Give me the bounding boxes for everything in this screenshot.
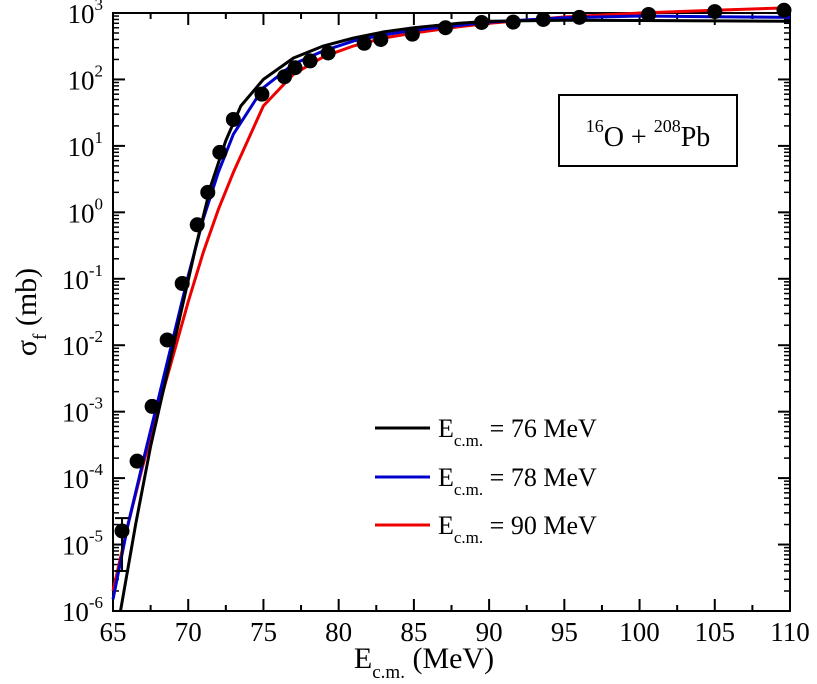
x-tick-label: 75 bbox=[250, 617, 277, 647]
data-point bbox=[225, 111, 241, 127]
x-tick-label: 85 bbox=[400, 617, 427, 647]
y-tick-label: 102 bbox=[68, 61, 104, 95]
annotation-box bbox=[558, 94, 738, 167]
annotation-pre-sup: 16 bbox=[586, 116, 604, 136]
legend-label-76: Ec.m. = 76 MeV bbox=[438, 414, 597, 450]
legend-label-90: Ec.m. = 90 MeV bbox=[438, 511, 597, 547]
y-axis-title: σf (mb) bbox=[10, 268, 51, 356]
data-point bbox=[373, 31, 389, 47]
data-point bbox=[287, 60, 303, 76]
tick-labels: 65 70 75 80 85 90 95 100 105 110 10-6 10-5 10-4 10-3 1… bbox=[62, 0, 810, 647]
y-tick-label: 101 bbox=[68, 128, 104, 162]
y-tick-label: 100 bbox=[68, 194, 104, 228]
legend-label-78: Ec.m. = 78 MeV bbox=[438, 463, 597, 499]
y-tick-label: 10-4 bbox=[62, 460, 104, 494]
x-tick-label: 90 bbox=[476, 617, 503, 647]
x-tick-label: 95 bbox=[551, 617, 578, 647]
data-point bbox=[320, 45, 336, 61]
reaction-label: 16O + 208Pb bbox=[586, 116, 711, 153]
data-point bbox=[200, 184, 216, 200]
data-point bbox=[144, 398, 160, 414]
annotation-tail: Pb bbox=[681, 122, 711, 153]
annotation-mid-sup: 208 bbox=[654, 116, 681, 136]
y-tick-label: 10-5 bbox=[62, 527, 103, 561]
y-tick-label: 10-6 bbox=[62, 593, 103, 627]
data-point bbox=[505, 14, 521, 30]
x-tick-label: 65 bbox=[100, 617, 127, 647]
data-point bbox=[129, 453, 145, 469]
data-points bbox=[114, 2, 792, 572]
x-tick-label: 110 bbox=[770, 617, 810, 647]
legend: Ec.m. = 76 MeV Ec.m. = 78 MeV Ec.m. = 90… bbox=[375, 414, 597, 547]
x-tick-label: 80 bbox=[325, 617, 352, 647]
y-tick-label: 103 bbox=[68, 0, 104, 29]
data-point bbox=[159, 332, 175, 348]
x-axis-title: Ec.m. (MeV) bbox=[354, 642, 494, 683]
data-point bbox=[641, 6, 657, 22]
data-point bbox=[212, 144, 228, 160]
data-point bbox=[114, 523, 130, 539]
data-point bbox=[302, 53, 318, 69]
x-tick-label: 105 bbox=[695, 617, 736, 647]
data-point bbox=[277, 69, 293, 85]
data-point bbox=[404, 26, 420, 42]
x-tick-label: 100 bbox=[619, 617, 660, 647]
data-point bbox=[174, 275, 190, 291]
y-tick-label: 10-1 bbox=[62, 261, 103, 295]
data-point bbox=[474, 14, 490, 30]
data-point bbox=[254, 86, 270, 102]
data-point bbox=[535, 11, 551, 27]
data-point bbox=[356, 35, 372, 51]
data-point bbox=[776, 2, 792, 18]
data-point bbox=[571, 9, 587, 25]
y-tick-label: 10-3 bbox=[62, 394, 103, 428]
data-point bbox=[189, 217, 205, 233]
axis-ticks bbox=[112, 12, 791, 612]
y-tick-label: 10-2 bbox=[62, 327, 103, 361]
data-point bbox=[707, 4, 723, 20]
x-tick-label: 70 bbox=[175, 617, 202, 647]
data-point bbox=[437, 20, 453, 36]
annotation-mid: O + bbox=[604, 122, 654, 153]
